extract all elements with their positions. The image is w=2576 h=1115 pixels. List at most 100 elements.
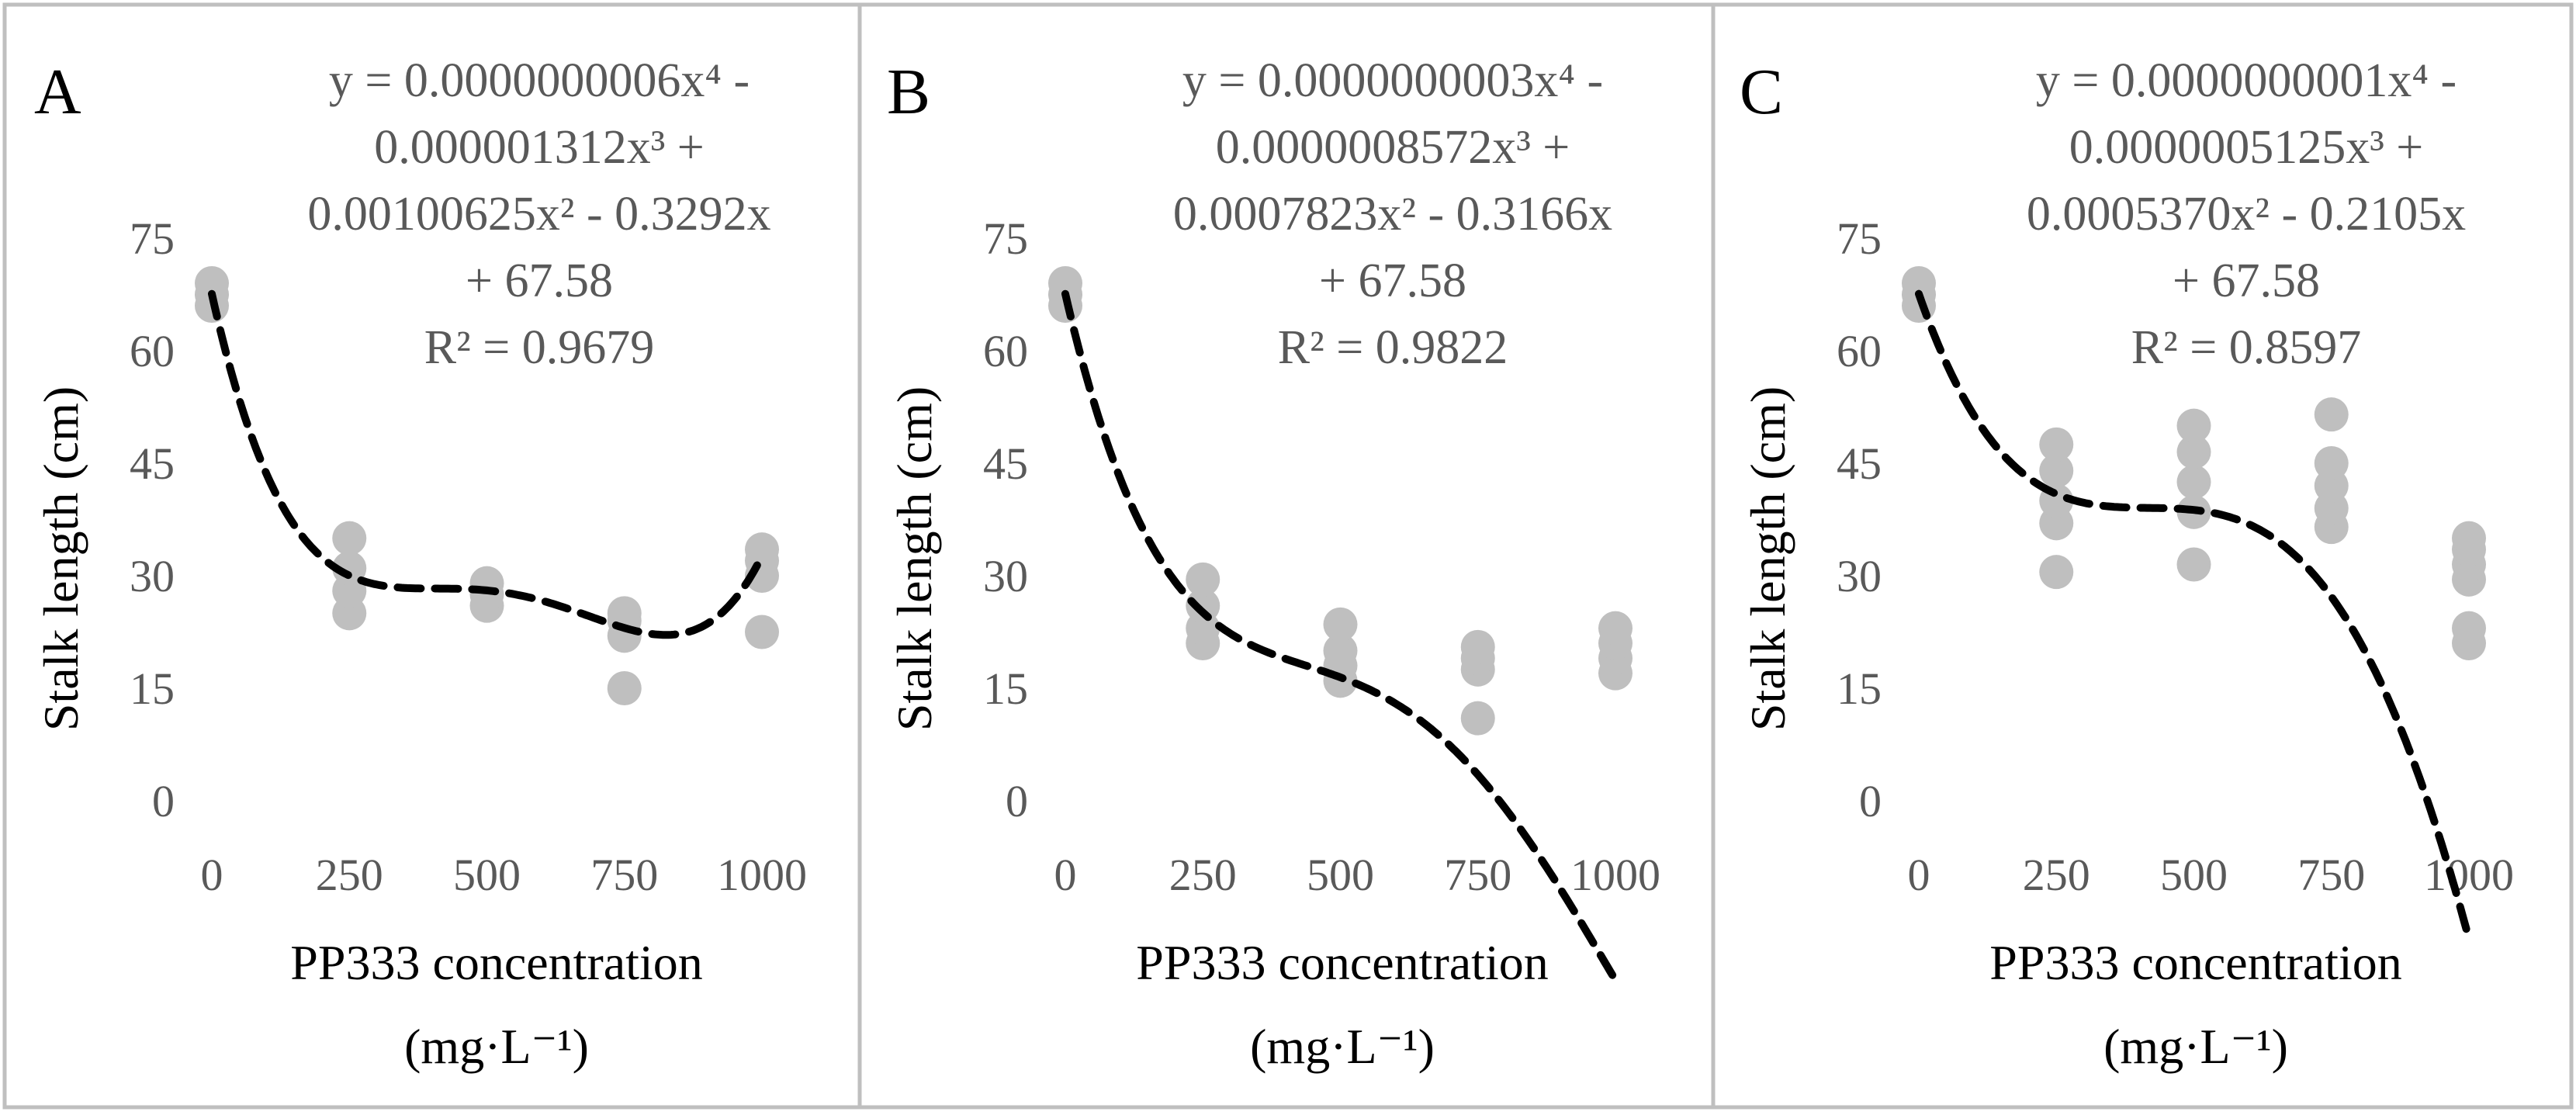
panel-letter: B: [887, 56, 930, 128]
polynomial-trendline: [208, 289, 766, 639]
x-axis-title-line-1: PP333 concentration: [290, 935, 702, 990]
y-tick-label: 15: [1837, 663, 1882, 714]
data-point: [2176, 465, 2211, 500]
data-point: [332, 551, 367, 586]
x-tick-label: 1000: [1570, 850, 1660, 900]
y-tick-label: 15: [130, 663, 175, 714]
y-tick-label: 45: [1837, 438, 1882, 489]
x-tick-label: 250: [2023, 850, 2090, 900]
equation-line: 0.0007823x² - 0.3166x: [1173, 188, 1612, 241]
y-axis-title: Stalk length (cm): [1740, 386, 1795, 731]
y-tick-label: 0: [1006, 776, 1028, 826]
x-axis-ticks: 0 250 500 750 1000: [1054, 850, 1661, 900]
y-tick-label: 15: [983, 663, 1028, 714]
panel-border: [1711, 2, 2574, 1110]
data-point: [1460, 701, 1495, 736]
y-axis-title: Stalk length (cm): [887, 386, 942, 731]
equation-line: 0.0005370x² - 0.2105x: [2027, 188, 2466, 241]
data-point: [2452, 521, 2486, 556]
x-tick-label: 1000: [717, 850, 807, 900]
x-tick-label: 750: [590, 850, 658, 900]
equation-line: + 67.58: [1319, 255, 1466, 307]
data-point: [2039, 427, 2074, 462]
x-axis-title-line-1: PP333 concentration: [1989, 935, 2401, 990]
y-tick-label: 60: [983, 326, 1028, 376]
data-point: [2176, 547, 2211, 582]
data-point: [469, 566, 504, 601]
y-axis-ticks: 0 15 30 45 60 75: [1837, 213, 1882, 826]
data-point: [1048, 266, 1082, 300]
x-tick-label: 250: [1169, 850, 1237, 900]
y-tick-label: 30: [983, 551, 1028, 601]
panel-a: A y = 0.0000000006x⁴ - 0.000001312x³ + 0…: [2, 2, 862, 1110]
data-point: [332, 521, 367, 556]
x-axis-ticks: 0 250 500 750 1000: [1908, 850, 2515, 900]
data-point: [745, 532, 779, 567]
x-axis-ticks: 0 250 500 750 1000: [201, 850, 808, 900]
data-point: [1186, 588, 1220, 623]
y-tick-label: 0: [1859, 776, 1882, 826]
polynomial-trendline: [1915, 289, 2473, 944]
y-tick-label: 60: [1837, 326, 1882, 376]
r-squared-label: R² = 0.8597: [2131, 321, 2361, 374]
x-tick-label: 1000: [2424, 850, 2514, 900]
y-tick-label: 30: [130, 551, 175, 601]
y-tick-label: 45: [983, 438, 1028, 489]
y-tick-label: 75: [130, 213, 175, 264]
data-point: [1902, 266, 1936, 300]
equation-label: y = 0.0000000001x⁴ - 0.0000005125x³ + 0.…: [2027, 54, 2466, 374]
panel-letter: C: [1740, 56, 1783, 128]
data-point: [2314, 397, 2349, 432]
data-point: [2176, 408, 2211, 443]
equation-line: y = 0.0000000006x⁴ -: [329, 54, 750, 107]
x-axis-title-line-2: (mg·L⁻¹): [1250, 1019, 1435, 1074]
y-tick-label: 0: [152, 776, 175, 826]
data-point: [1323, 633, 1358, 668]
equation-line: 0.00100625x² - 0.3292x: [307, 188, 770, 241]
data-point: [2039, 453, 2074, 488]
y-axis-ticks: 0 15 30 45 60 75: [130, 213, 175, 826]
x-tick-label: 0: [201, 850, 223, 900]
equation-label: y = 0.0000000003x⁴ - 0.0000008572x³ + 0.…: [1173, 54, 1612, 374]
data-point: [2452, 611, 2486, 646]
x-axis-title-line-2: (mg·L⁻¹): [2103, 1019, 2288, 1074]
x-axis-title-line-1: PP333 concentration: [1136, 935, 1548, 990]
data-point: [745, 615, 779, 649]
data-point: [1323, 607, 1358, 642]
equation-line: 0.0000008572x³ +: [1216, 121, 1570, 174]
y-tick-label: 75: [1837, 213, 1882, 264]
polynomial-trendline: [1061, 289, 1619, 985]
x-tick-label: 0: [1054, 850, 1077, 900]
data-points: [1048, 266, 1633, 736]
x-tick-label: 0: [1908, 850, 1930, 900]
equation-line: y = 0.0000000001x⁴ -: [2036, 54, 2457, 107]
panel-letter: A: [34, 56, 81, 128]
x-tick-label: 250: [316, 850, 383, 900]
data-point: [2314, 446, 2349, 480]
x-tick-label: 500: [1307, 850, 1374, 900]
data-points: [1902, 266, 2486, 660]
y-axis-ticks: 0 15 30 45 60 75: [983, 213, 1028, 826]
data-point: [1598, 611, 1633, 646]
x-tick-label: 500: [2160, 850, 2228, 900]
r-squared-label: R² = 0.9679: [424, 321, 654, 374]
y-tick-label: 60: [130, 326, 175, 376]
equation-line: + 67.58: [2173, 255, 2320, 307]
x-tick-label: 750: [1444, 850, 1511, 900]
equation-line: y = 0.0000000003x⁴ -: [1182, 54, 1603, 107]
equation-line: 0.0000005125x³ +: [2069, 121, 2424, 174]
panel-b: B y = 0.0000000003x⁴ - 0.0000008572x³ + …: [857, 2, 1716, 1110]
data-point: [2176, 435, 2211, 469]
x-tick-label: 500: [453, 850, 521, 900]
r-squared-label: R² = 0.9822: [1278, 321, 1508, 374]
data-point: [1186, 562, 1220, 597]
x-tick-label: 750: [2297, 850, 2365, 900]
y-tick-label: 30: [1837, 551, 1882, 601]
data-point: [2039, 555, 2074, 590]
y-tick-label: 75: [983, 213, 1028, 264]
x-axis-title-line-2: (mg·L⁻¹): [404, 1019, 589, 1074]
y-axis-title: Stalk length (cm): [33, 386, 88, 731]
data-point: [1460, 629, 1495, 664]
equation-line: + 67.58: [466, 255, 613, 307]
